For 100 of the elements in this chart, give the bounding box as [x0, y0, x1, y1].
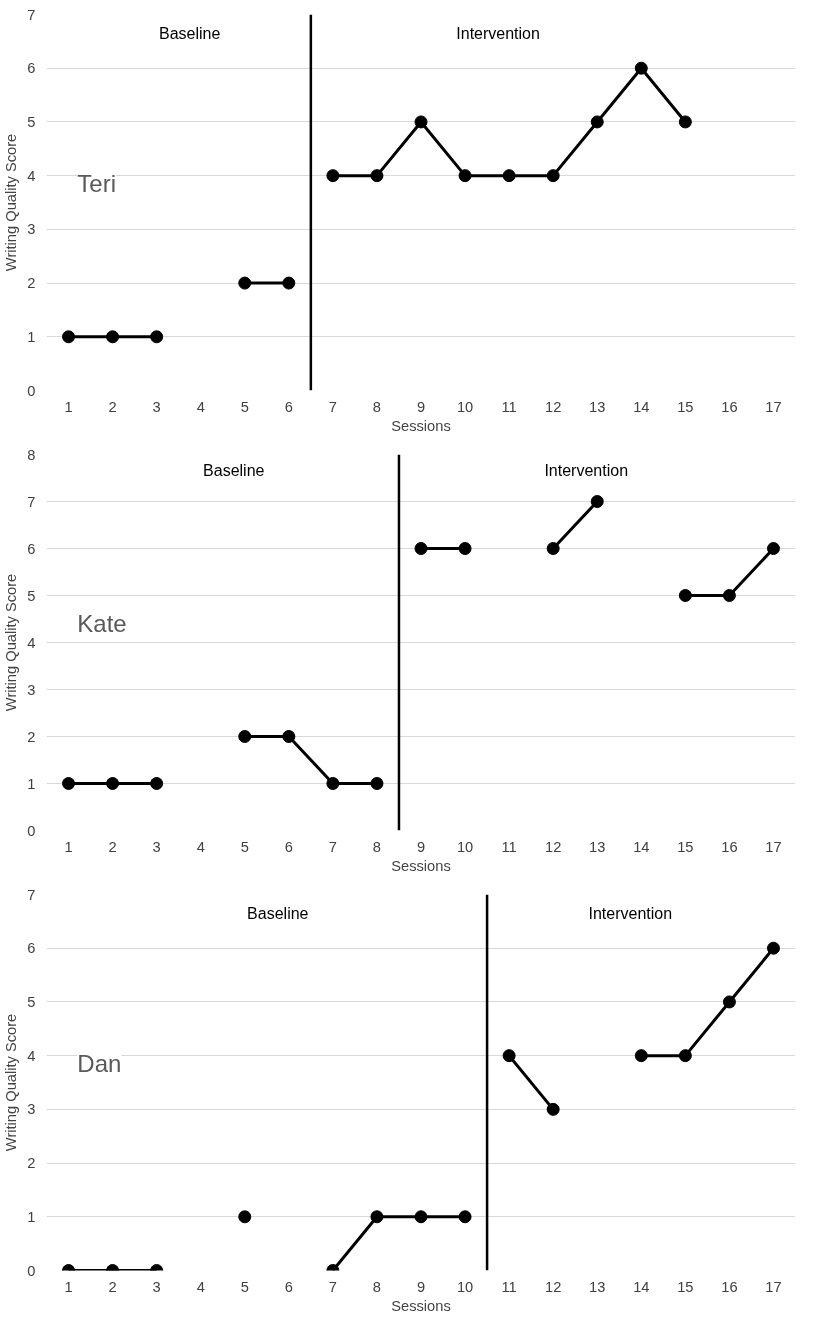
y-tick-label: 5 — [27, 993, 36, 1010]
point — [546, 169, 560, 183]
y-tick-label: 4 — [27, 634, 36, 651]
x-tick-label: 7 — [328, 838, 337, 855]
x-tick-label: 2 — [108, 398, 117, 415]
y-tick-label: 6 — [27, 940, 36, 957]
point — [590, 495, 604, 508]
point — [414, 115, 428, 129]
point — [282, 730, 296, 743]
y-tick-label: 0 — [27, 822, 36, 839]
y-tick-label: 7 — [27, 886, 36, 903]
point — [238, 276, 252, 290]
x-tick-label: 9 — [416, 838, 426, 855]
x-tick-label: 1 — [64, 398, 73, 415]
point — [370, 169, 384, 183]
point — [106, 777, 120, 790]
y-tick-label: 3 — [27, 221, 36, 238]
annotation: Intervention — [544, 462, 629, 480]
x-tick-label: 1 — [64, 1278, 73, 1295]
x-tick-label: 5 — [240, 398, 249, 415]
x-tick-label: 1 — [64, 838, 73, 855]
y-tick-label: 2 — [27, 275, 36, 292]
y-tick-label: 3 — [27, 1101, 36, 1118]
annotation: Dan — [77, 1050, 122, 1078]
point — [678, 589, 692, 602]
point — [546, 1102, 560, 1116]
point — [458, 542, 472, 555]
x-tick-label: 4 — [196, 398, 205, 415]
annotation: Baseline — [203, 462, 265, 480]
y-tick-label: 1 — [27, 328, 36, 345]
x-tick-label: 10 — [456, 1278, 474, 1295]
x-tick-label: 3 — [152, 1278, 161, 1295]
x-tick-label: 9 — [416, 398, 426, 415]
point — [766, 941, 780, 955]
x-tick-label: 4 — [196, 1278, 205, 1295]
point — [414, 542, 428, 555]
annotation: Intervention — [588, 904, 673, 922]
x-tick-label: 8 — [372, 1278, 382, 1295]
x-tick-label: 10 — [456, 398, 474, 415]
x-tick-label: 15 — [677, 838, 694, 855]
point — [238, 730, 252, 743]
x-tick-label: 2 — [108, 1278, 117, 1295]
y-tick-label: 6 — [27, 540, 36, 557]
point — [62, 777, 76, 790]
annotation: Teri — [77, 170, 117, 198]
annotation: Kate — [77, 610, 127, 638]
x-tick-label: 14 — [633, 398, 650, 415]
annotation: Baseline — [159, 24, 221, 42]
x-tick-label: 16 — [721, 1278, 738, 1295]
y-tick-label: 7 — [27, 493, 36, 510]
x-tick-label: 14 — [633, 838, 650, 855]
point — [722, 589, 736, 602]
y-tick-label: 8 — [27, 446, 36, 463]
y-tick-label: 7 — [27, 6, 36, 23]
point — [370, 777, 384, 790]
annotation: Intervention — [456, 24, 540, 42]
x-axis-title: Sessions — [391, 857, 451, 874]
point — [502, 169, 516, 183]
point — [502, 1049, 516, 1063]
x-tick-label: 5 — [240, 838, 249, 855]
x-tick-label: 8 — [372, 838, 382, 855]
point — [150, 777, 164, 790]
x-tick-label: 12 — [545, 838, 562, 855]
y-tick-label: 1 — [27, 775, 36, 792]
x-tick-label: 3 — [152, 398, 161, 415]
x-tick-label: 4 — [196, 838, 205, 855]
x-axis-title: Sessions — [391, 417, 451, 434]
x-tick-label: 12 — [545, 1278, 562, 1295]
x-tick-label: 8 — [372, 398, 382, 415]
x-tick-label: 15 — [677, 1278, 694, 1295]
y-axis-title: Writing Quality Score — [3, 133, 20, 272]
y-tick-label: 2 — [27, 1155, 36, 1172]
x-tick-label: 10 — [456, 838, 474, 855]
point — [106, 330, 120, 344]
x-tick-label: 11 — [501, 1278, 517, 1295]
x-tick-label: 7 — [328, 398, 337, 415]
x-tick-label: 16 — [721, 838, 738, 855]
point — [282, 276, 296, 290]
x-tick-label: 7 — [328, 1278, 337, 1295]
point — [634, 1049, 648, 1063]
y-tick-label: 6 — [27, 60, 36, 77]
x-tick-label: 13 — [589, 398, 606, 415]
y-tick-label: 4 — [27, 167, 36, 184]
point — [678, 1049, 692, 1063]
point — [766, 542, 780, 555]
point — [590, 115, 604, 129]
x-tick-label: 14 — [633, 1278, 650, 1295]
point — [634, 61, 648, 75]
x-tick-label: 11 — [501, 838, 517, 855]
y-axis-title: Writing Quality Score — [3, 573, 20, 712]
y-tick-label: 0 — [27, 1262, 36, 1279]
y-tick-label: 2 — [27, 728, 36, 745]
x-tick-label: 5 — [240, 1278, 249, 1295]
x-tick-label: 12 — [545, 398, 562, 415]
point — [458, 169, 472, 183]
y-tick-label: 5 — [27, 587, 36, 604]
point — [150, 330, 164, 344]
x-tick-label: 3 — [152, 838, 161, 855]
x-tick-label: 6 — [284, 838, 293, 855]
x-tick-label: 2 — [108, 838, 117, 855]
